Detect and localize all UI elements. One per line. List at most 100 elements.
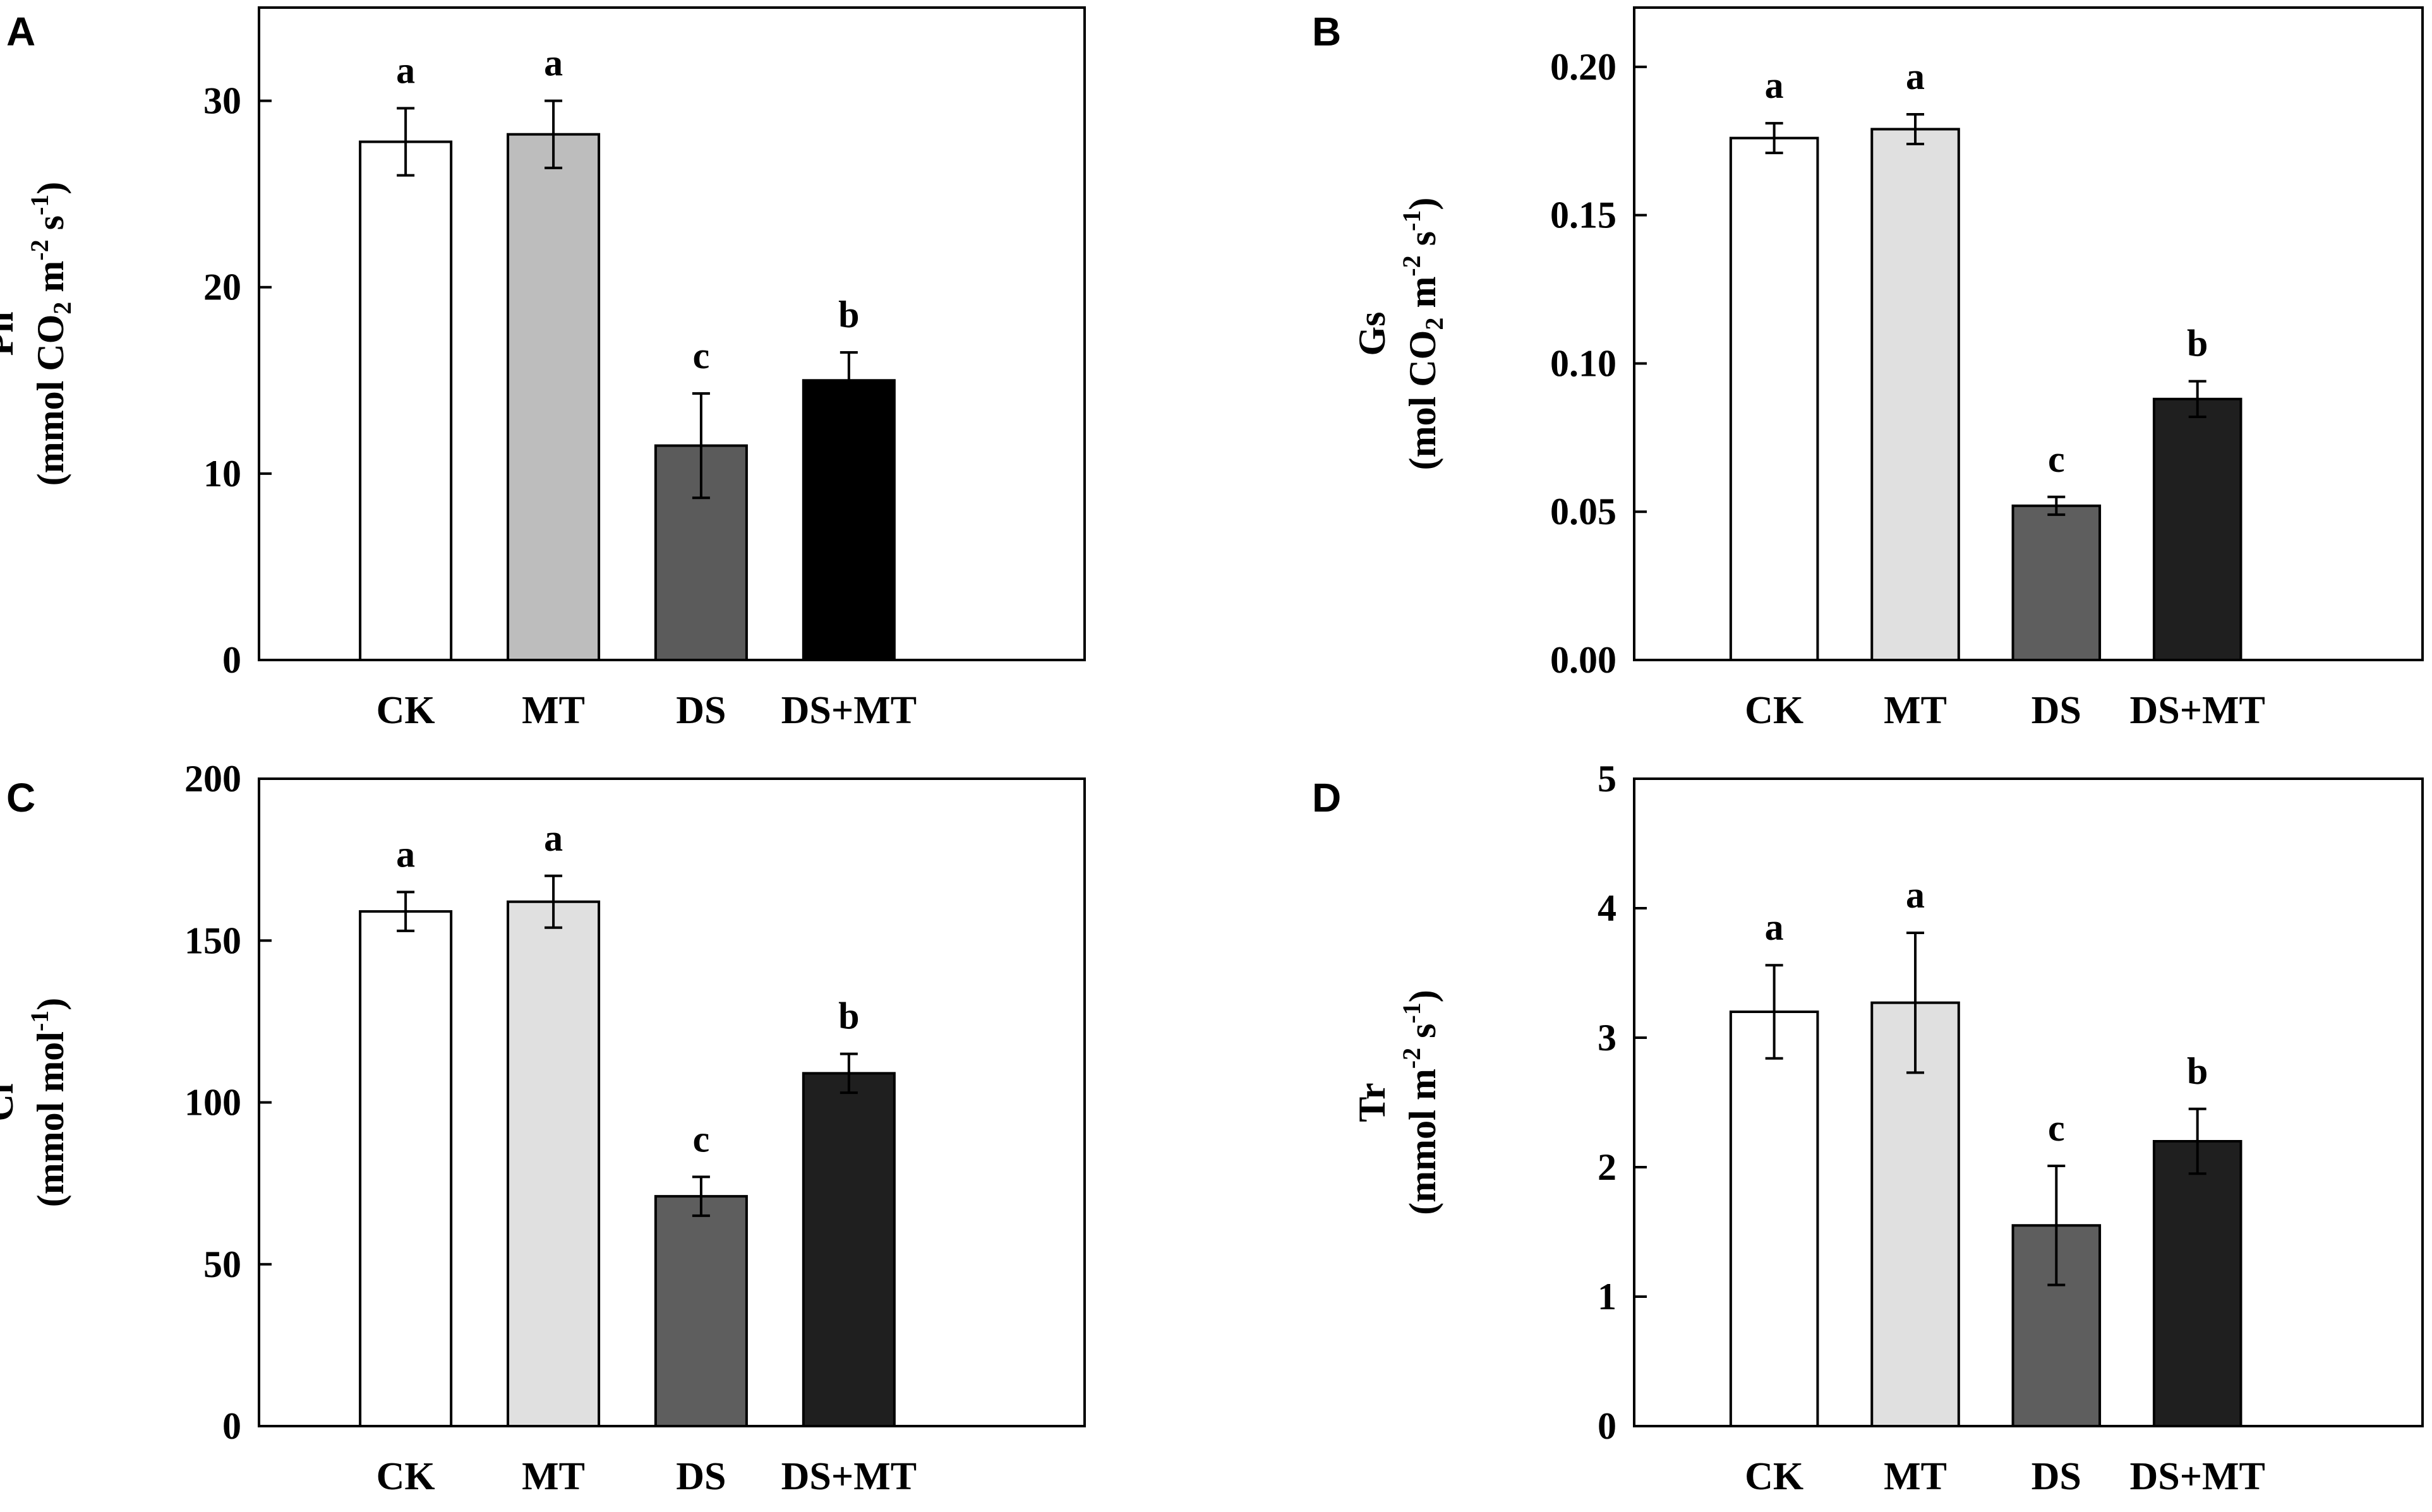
- panel-b: B 0.00 0.05 0.10 0.15 0.20 Gs (mol CO2 m-2 s-1)…: [1312, 6, 2424, 732]
- x-category-label: MT: [522, 1455, 585, 1498]
- x-category-label: DS: [2032, 689, 2081, 732]
- x-category-label: DS+MT: [2129, 689, 2265, 732]
- significance-letter: b: [838, 995, 859, 1037]
- bar-ck: [1729, 1011, 1819, 1427]
- y-axis-title: Gs: [1351, 311, 1393, 356]
- panel-letter: B: [1312, 9, 1341, 54]
- x-category-label: DS+MT: [781, 689, 917, 732]
- unit-text: m: [30, 261, 71, 302]
- y-axis-title: Pn: [0, 311, 21, 356]
- unit-script: -1: [1397, 1002, 1426, 1023]
- y-tick-label: 200: [184, 758, 241, 800]
- y-tick-label: 10: [203, 453, 241, 495]
- x-category-label: MT: [1884, 689, 1947, 732]
- unit-text: s: [30, 215, 71, 239]
- x-category-label: MT: [1884, 1455, 1947, 1498]
- unit-text: (mol CO: [1402, 330, 1443, 471]
- x-category-label: DS: [2032, 1455, 2081, 1498]
- y-tick-label: 3: [1598, 1017, 1616, 1059]
- significance-letter: c: [693, 335, 710, 376]
- x-category-label: DS: [676, 689, 726, 732]
- panel-c: C 0 50 100 150 200 Ci (mmol mol-1) a CK a MT c DS b DS+…: [0, 758, 1086, 1498]
- y-tick-label: 30: [203, 80, 241, 122]
- significance-letter: a: [544, 817, 563, 859]
- y-tick-label: 150: [184, 920, 241, 961]
- unit-text: ): [1402, 198, 1443, 210]
- significance-letter: a: [396, 49, 415, 91]
- y-tick-label: 2: [1598, 1146, 1616, 1188]
- x-category-label: CK: [1745, 689, 1803, 732]
- panel-letter: C: [6, 775, 35, 820]
- x-category-label: DS+MT: [2129, 1455, 2265, 1498]
- bar-ck: [359, 910, 453, 1427]
- bar-ds: [654, 1195, 748, 1427]
- significance-letter: b: [838, 294, 859, 335]
- x-category-label: MT: [522, 689, 585, 732]
- unit-text: ): [30, 182, 71, 195]
- bar-ds-plus-mt: [802, 1072, 896, 1427]
- panel-letter: D: [1312, 775, 1341, 820]
- y-axis-unit: (mmol m-2 s-1): [1397, 990, 1443, 1215]
- bar-ds: [2011, 504, 2102, 661]
- unit-script: -2: [25, 239, 54, 260]
- bar-mt: [1870, 128, 1960, 662]
- unit-script: -1: [25, 1011, 54, 1031]
- y-axis-unit: (mmol CO2 m-2 s-1): [25, 182, 76, 486]
- significance-letter: a: [396, 833, 415, 875]
- unit-script: -1: [25, 195, 54, 215]
- unit-text: ): [1402, 990, 1443, 1002]
- x-category-label: DS: [676, 1455, 726, 1498]
- unit-text: (mmol mol: [30, 1031, 71, 1207]
- y-tick-label: 0.05: [1550, 491, 1616, 532]
- y-tick-label: 0.15: [1550, 195, 1616, 236]
- bar-ds-plus-mt: [2152, 1140, 2242, 1427]
- significance-letter: b: [2187, 323, 2208, 364]
- significance-letter: a: [1906, 56, 1925, 97]
- x-category-label: CK: [376, 689, 435, 732]
- y-axis-title: Tr: [1351, 1083, 1393, 1122]
- y-tick-label: 1: [1598, 1276, 1616, 1317]
- bar-ck: [359, 140, 453, 661]
- bar-ds-plus-mt: [2152, 397, 2242, 661]
- y-tick-label: 0: [1598, 1405, 1616, 1447]
- y-tick-label: 50: [203, 1244, 241, 1285]
- y-tick-label: 0.20: [1550, 46, 1616, 88]
- unit-text: (mmol CO: [30, 315, 71, 486]
- significance-letter: a: [1906, 874, 1925, 916]
- unit-text: s: [1402, 231, 1443, 255]
- unit-text: m: [1402, 277, 1443, 318]
- panel-d: D 0 1 2 3 4 5 Tr (mmol m-2 s-1) a CK a MT c DS b DS+MT: [1312, 758, 2424, 1498]
- y-axis-unit: (mol CO2 m-2 s-1): [1397, 198, 1448, 471]
- significance-letter: c: [2048, 438, 2065, 480]
- y-tick-label: 0.10: [1550, 342, 1616, 384]
- y-tick-label: 5: [1598, 758, 1616, 800]
- bar-mt: [507, 900, 601, 1427]
- significance-letter: c: [693, 1118, 710, 1160]
- x-category-label: CK: [1745, 1455, 1803, 1498]
- y-tick-label: 4: [1598, 887, 1616, 929]
- significance-letter: a: [1765, 906, 1784, 948]
- y-tick-label: 20: [203, 267, 241, 308]
- bar-ds-plus-mt: [802, 379, 896, 661]
- y-axis-title: Ci: [0, 1084, 21, 1122]
- unit-text: s: [1402, 1024, 1443, 1048]
- panel-letter: A: [6, 9, 35, 54]
- significance-letter: b: [2187, 1050, 2208, 1092]
- bar-ck: [1729, 136, 1819, 662]
- unit-script: -1: [1397, 210, 1426, 231]
- unit-text: (mmol m: [1402, 1069, 1443, 1215]
- y-tick-label: 0: [222, 1405, 241, 1447]
- y-tick-label: 0.00: [1550, 639, 1616, 681]
- y-axis-unit: (mmol mol-1): [25, 998, 71, 1208]
- x-category-label: CK: [376, 1455, 435, 1498]
- unit-script: 2: [48, 302, 76, 315]
- bar-mt: [507, 133, 601, 661]
- x-category-label: DS+MT: [781, 1455, 917, 1498]
- y-tick-label: 0: [222, 639, 241, 681]
- significance-letter: c: [2048, 1107, 2065, 1149]
- unit-script: 2: [1420, 318, 1448, 330]
- unit-text: ): [30, 998, 71, 1011]
- significance-letter: a: [1765, 64, 1784, 106]
- unit-script: -2: [1397, 1048, 1426, 1069]
